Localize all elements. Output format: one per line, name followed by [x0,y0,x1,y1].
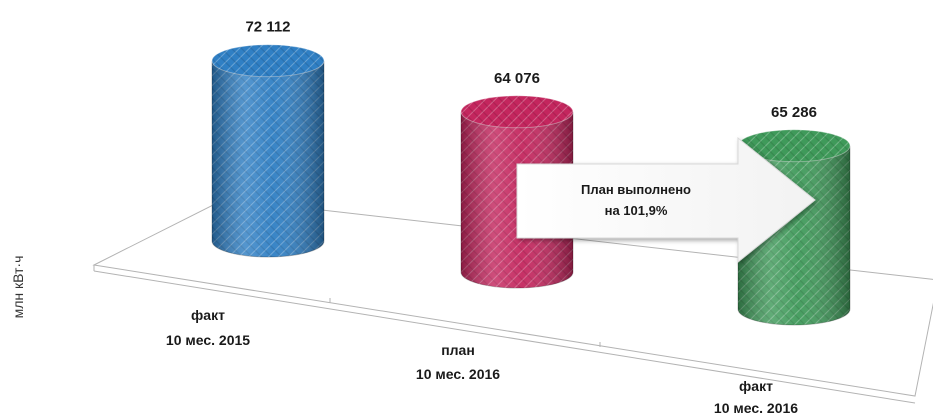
category-label-2: факт 10 мес. 2016 [714,378,798,416]
bar-0-body-layer-2 [212,60,325,257]
value-label-0: 72 112 [245,19,290,36]
category-label-1-line1: план [441,342,475,358]
value-label-2: 65 286 [771,104,817,121]
annotation-arrow: План выполнено на 101,9% [516,136,816,264]
annotation-line2: на 101,9% [605,203,668,218]
arrow-shape [516,136,816,264]
category-label-2-line1: факт [739,378,773,394]
annotation-line1: План выполнено [581,182,691,197]
category-label-0: факт 10 мес. 2015 [166,307,250,348]
y-axis-label: млн кВт·ч [10,256,26,319]
value-label-1: 64 076 [494,70,540,87]
category-label-0-line1: факт [191,307,225,323]
category-label-0-line2: 10 мес. 2015 [166,332,250,348]
category-label-1-line2: 10 мес. 2016 [416,366,500,382]
chart-floor [92,198,933,404]
bar-1-top-texture [460,95,574,129]
category-label-1: план 10 мес. 2016 [416,342,500,382]
bars [211,44,851,326]
category-label-2-line2: 10 мес. 2016 [714,400,798,416]
bar-0-top-texture [211,44,325,78]
bar-0 [211,44,325,258]
